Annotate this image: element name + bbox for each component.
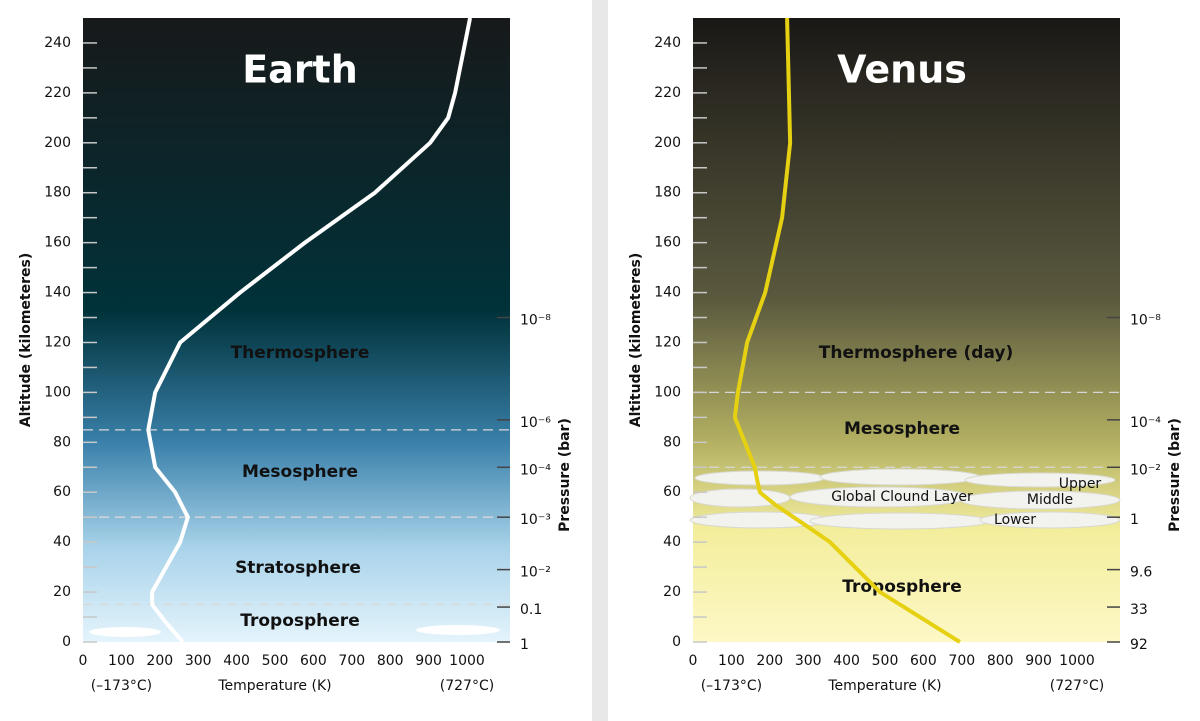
layer-label: Troposphere — [842, 577, 961, 597]
y2-axis-label: Pressure (bar) — [557, 418, 573, 532]
x-annotation: (–173°C) — [701, 678, 762, 694]
x-tick-label: 0 — [689, 653, 698, 669]
y-tick-label: 200 — [654, 135, 681, 151]
y2-tick-label: 0.1 — [520, 602, 542, 618]
x-axis-label: Temperature (K) — [827, 678, 941, 694]
y-tick-label: 160 — [654, 235, 681, 251]
layer-label: Global Clound Layer — [831, 489, 973, 505]
layer-label: Troposphere — [240, 611, 359, 631]
x-tick-label: 100 — [108, 653, 135, 669]
y2-tick-label: 10⁻⁴ — [1130, 415, 1161, 431]
x-tick-label: 100 — [718, 653, 745, 669]
y-tick-label: 20 — [663, 584, 681, 600]
y-tick-label: 0 — [62, 634, 71, 650]
y-tick-label: 40 — [53, 534, 71, 550]
y2-tick-label: 10⁻⁶ — [520, 415, 551, 431]
x-annotation: (727°C) — [440, 678, 494, 694]
y-tick-label: 180 — [44, 185, 71, 201]
y2-tick-label: 9.6 — [1130, 565, 1152, 581]
x-tick-label: 400 — [223, 653, 250, 669]
y-tick-label: 60 — [53, 484, 71, 500]
y-axis-label: Altitude (kilometeres) — [628, 253, 644, 428]
x-tick-label: 700 — [948, 653, 975, 669]
y-tick-label: 120 — [654, 334, 681, 350]
chart-title: Earth — [242, 48, 358, 92]
y-tick-label: 240 — [654, 35, 681, 51]
x-annotation: (–173°C) — [91, 678, 152, 694]
x-tick-label: 800 — [377, 653, 404, 669]
x-axis-label: Temperature (K) — [217, 678, 331, 694]
x-tick-label: 500 — [872, 653, 899, 669]
y-tick-label: 100 — [654, 384, 681, 400]
layer-label: Middle — [1027, 492, 1073, 508]
plot-area — [693, 18, 1120, 642]
x-tick-label: 800 — [987, 653, 1014, 669]
y2-tick-label: 10⁻² — [1130, 462, 1161, 478]
y2-tick-label: 1 — [520, 637, 529, 653]
y2-tick-label: 10⁻² — [520, 565, 551, 581]
y-tick-label: 80 — [53, 434, 71, 450]
layer-label: Stratosphere — [235, 558, 361, 578]
y2-tick-label: 1 — [1130, 512, 1139, 528]
x-tick-label: 500 — [262, 653, 289, 669]
y-tick-label: 40 — [663, 534, 681, 550]
x-tick-label: 300 — [795, 653, 822, 669]
y-tick-label: 0 — [672, 634, 681, 650]
y-tick-label: 140 — [654, 285, 681, 301]
y-tick-label: 180 — [654, 185, 681, 201]
snow — [89, 625, 500, 637]
y-tick-label: 120 — [44, 334, 71, 350]
x-tick-label: 900 — [1025, 653, 1052, 669]
y-tick-label: 60 — [663, 484, 681, 500]
x-tick-label: 0 — [79, 653, 88, 669]
y-tick-label: 80 — [663, 434, 681, 450]
y2-tick-label: 10⁻⁸ — [520, 313, 551, 329]
y2-tick-label: 33 — [1130, 602, 1148, 618]
x-tick-label: 1000 — [1059, 653, 1095, 669]
y2-axis-label: Pressure (bar) — [1167, 418, 1183, 532]
x-annotation: (727°C) — [1050, 678, 1104, 694]
y-tick-label: 220 — [44, 85, 71, 101]
x-tick-label: 200 — [146, 653, 173, 669]
y-tick-label: 140 — [44, 285, 71, 301]
x-tick-label: 900 — [415, 653, 442, 669]
chart-title: Venus — [837, 48, 967, 92]
y-tick-label: 160 — [44, 235, 71, 251]
layer-label: Upper — [1059, 476, 1102, 492]
temperature-line — [146, 17, 473, 644]
x-tick-label: 600 — [910, 653, 937, 669]
y-tick-label: 200 — [44, 135, 71, 151]
y-tick-label: 240 — [44, 35, 71, 51]
y2-tick-label: 92 — [1130, 637, 1148, 653]
layer-label: Thermosphere — [231, 343, 370, 363]
layer-label: Lower — [994, 512, 1036, 528]
y-tick-label: 100 — [44, 384, 71, 400]
temperature-line — [732, 17, 961, 644]
y-axis-label: Altitude (kilometeres) — [18, 253, 34, 428]
x-tick-label: 600 — [300, 653, 327, 669]
x-tick-label: 200 — [756, 653, 783, 669]
y2-tick-label: 10⁻⁴ — [520, 462, 551, 478]
x-tick-label: 300 — [185, 653, 212, 669]
layer-label: Mesosphere — [844, 419, 960, 439]
y2-tick-label: 10⁻³ — [520, 512, 551, 528]
x-tick-label: 1000 — [449, 653, 485, 669]
x-tick-label: 700 — [338, 653, 365, 669]
layer-label: Mesosphere — [242, 462, 358, 482]
y-tick-label: 220 — [654, 85, 681, 101]
y2-tick-label: 10⁻⁸ — [1130, 313, 1161, 329]
layer-label: Thermosphere (day) — [819, 343, 1014, 363]
x-tick-label: 400 — [833, 653, 860, 669]
y-tick-label: 20 — [53, 584, 71, 600]
plot-area — [83, 18, 510, 642]
